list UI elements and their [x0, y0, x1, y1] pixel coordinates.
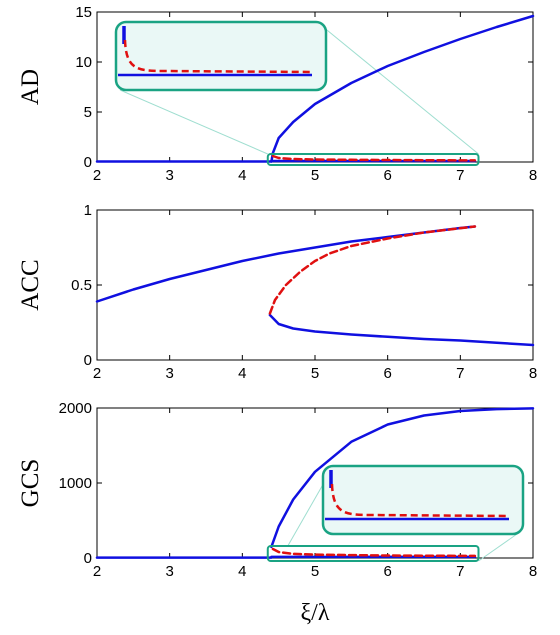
ad-x-tick-label: 4 [238, 167, 246, 184]
acc-x-tick-label: 2 [93, 365, 101, 382]
ad-y-tick-label: 0 [84, 154, 92, 171]
gcs-x-tick-label: 4 [238, 563, 246, 580]
gcs-inset-box [321, 464, 525, 536]
acc-x-tick-label: 4 [238, 365, 246, 382]
gcs-x-tick-label: 6 [383, 563, 391, 580]
gcs-x-tick-label: 5 [311, 563, 319, 580]
gcs-x-tick-label: 8 [529, 563, 537, 580]
panel-acc: 2 3 4 5 6 7 8 0 0.5 1 ACC [17, 202, 537, 382]
acc-series-dashed-2 [268, 225, 477, 315]
ad-y-tick-label: 10 [75, 54, 92, 71]
ad-inset-box [114, 20, 328, 92]
ad-series-dashed-3 [271, 154, 477, 162]
ad-y-tick-label: 15 [75, 4, 92, 21]
ad-x-tick-label: 5 [311, 167, 319, 184]
acc-x-tick-label: 3 [165, 365, 173, 382]
acc-series-solid-1 [268, 313, 535, 347]
ad-zoom-connector [321, 25, 479, 155]
gcs-y-tick-label: 0 [84, 550, 92, 567]
acc-y-tick-label: 0.5 [71, 277, 92, 294]
acc-x-tick-label: 7 [456, 365, 464, 382]
gcs-series-solid-1 [270, 407, 535, 549]
ad-x-tick-label: 7 [456, 167, 464, 184]
ad-y-axis-label: AD [17, 69, 44, 105]
gcs-zoom-box [266, 545, 480, 562]
ad-zoom-box [266, 153, 480, 166]
gcs-x-tick-label: 2 [93, 563, 101, 580]
gcs-x-tick-label: 7 [456, 563, 464, 580]
gcs-y-tick-label: 2000 [59, 400, 92, 417]
gcs-inset-series-dashed [330, 483, 510, 518]
ad-y-tick-label: 5 [84, 104, 92, 121]
gcs-series-dashed-3 [271, 547, 477, 558]
panel-ad: 2 3 4 5 6 7 8 0 5 10 15 AD [17, 4, 537, 184]
ad-x-tick-label: 6 [383, 167, 391, 184]
ad-zoom-connector [119, 89, 268, 155]
x-axis-label: ξ/λ [300, 600, 329, 626]
ad-inset-series-dashed [123, 39, 313, 74]
acc-axes-frame [96, 209, 534, 361]
ad-x-tick-label: 2 [93, 167, 101, 184]
gcs-y-axis-label: GCS [17, 459, 44, 508]
acc-series-solid-0 [95, 225, 477, 303]
ad-x-tick-label: 3 [165, 167, 173, 184]
acc-y-tick-label: 1 [84, 202, 92, 219]
panel-gcs: 2 3 4 5 6 7 8 0 1000 2000 GCS [17, 400, 537, 580]
acc-y-axis-label: ACC [17, 259, 44, 310]
acc-x-tick-label: 6 [383, 365, 391, 382]
acc-x-tick-label: 8 [529, 365, 537, 382]
acc-y-tick-label: 0 [84, 352, 92, 369]
acc-x-tick-label: 5 [311, 365, 319, 382]
ad-x-tick-label: 8 [529, 167, 537, 184]
gcs-zoom-connector [478, 533, 518, 562]
gcs-y-tick-label: 1000 [59, 475, 92, 492]
gcs-x-tick-label: 3 [165, 563, 173, 580]
ad-series-solid-1 [270, 14, 535, 163]
